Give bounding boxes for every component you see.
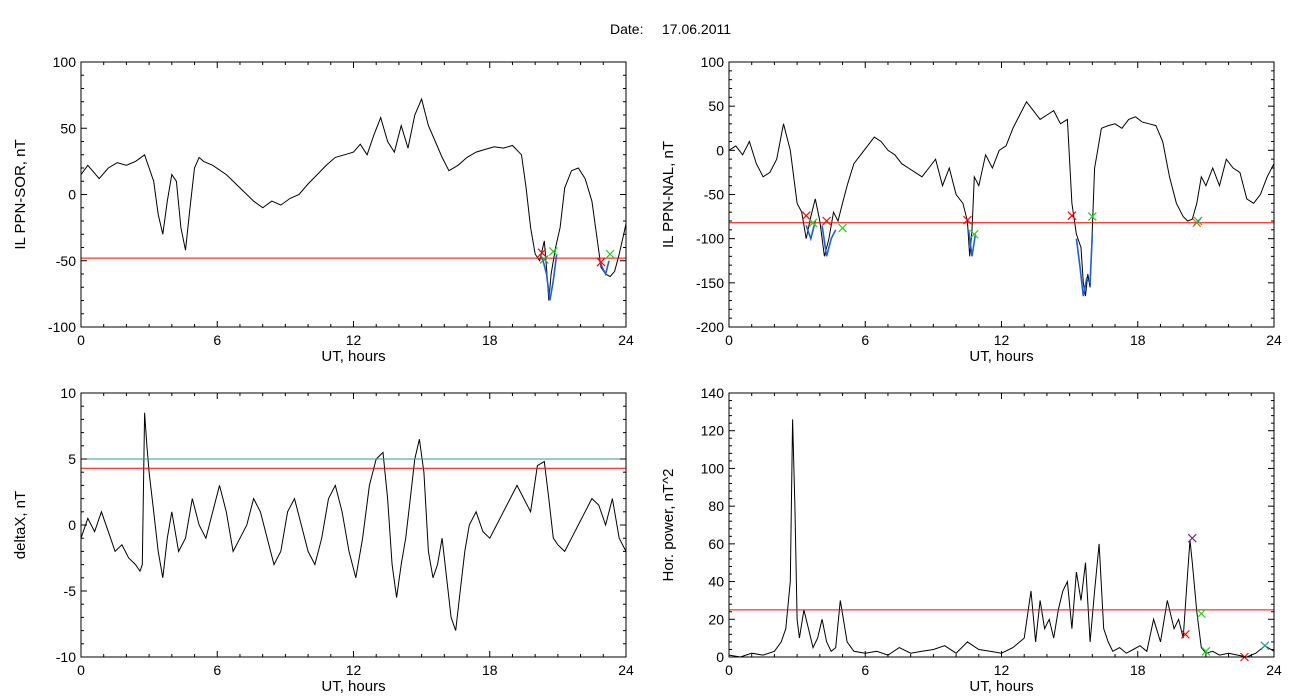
y-tick-label: 50 <box>708 98 724 114</box>
y-tick-label: 40 <box>708 574 724 590</box>
y-tick-label: -10 <box>56 649 76 665</box>
x-tick-label: 12 <box>994 662 1010 678</box>
event-marker <box>1201 646 1211 656</box>
figure-title: Date: 17.06.2011 <box>610 21 731 37</box>
y-axis-label: deltaX, nT <box>12 491 29 559</box>
chart-panel-sor: 0 6 12 18 24 -100 -50 0 50 100 UT, hours IL PPN-SOR… <box>12 54 634 365</box>
y-tick-label: 140 <box>701 385 725 401</box>
y-tick-label: -150 <box>696 275 724 291</box>
event-marker <box>605 249 615 259</box>
event-marker <box>1193 216 1203 226</box>
x-tick-label: 6 <box>861 332 869 348</box>
y-tick-label: 0 <box>716 649 724 665</box>
date-value: 17.06.2011 <box>662 21 731 37</box>
y-tick-label: 5 <box>68 451 76 467</box>
x-tick-label: 24 <box>618 662 634 678</box>
event-marker <box>1260 641 1270 651</box>
series-line <box>729 419 1274 657</box>
y-tick-label: 100 <box>701 54 725 70</box>
y-tick-label: 0 <box>716 142 724 158</box>
chart-panel-power: 0 6 12 18 24 0 20 40 60 80 100 120 140 UT, hours Hor. … <box>660 385 1282 695</box>
event-marker <box>969 229 979 239</box>
y-axis-label: Hor. power, nT^2 <box>660 469 677 582</box>
x-axis-label: UT, hours <box>969 678 1033 695</box>
y-tick-label: 0 <box>68 517 76 533</box>
chart-panel-nal: 0 6 12 18 24 -200 -150 -100 -50 0 50 100 UT, hours IL… <box>660 54 1282 365</box>
plot-frame <box>728 61 1275 328</box>
x-axis-label: UT, hours <box>321 348 385 365</box>
x-tick-label: 12 <box>994 332 1010 348</box>
series-group <box>81 412 626 631</box>
x-tick-label: 18 <box>1130 332 1146 348</box>
event-marker <box>822 216 832 226</box>
plot-frame <box>80 392 627 658</box>
x-tick-label: 12 <box>346 332 362 348</box>
event-marker <box>1087 212 1097 222</box>
series-group <box>729 100 1274 297</box>
series-line <box>81 412 626 631</box>
x-tick-label: 18 <box>482 662 498 678</box>
y-tick-label: 100 <box>701 460 725 476</box>
y-tick-label: 120 <box>701 423 725 439</box>
y-tick-label: 60 <box>708 536 724 552</box>
highlight-segment <box>967 229 977 257</box>
x-tick-label: 24 <box>1266 662 1282 678</box>
y-tick-label: 50 <box>60 120 76 136</box>
event-marker <box>1196 609 1206 619</box>
event-marker <box>801 211 811 221</box>
y-axis-label: IL PPN-NAL, nT <box>660 141 677 248</box>
x-tick-label: 24 <box>1266 332 1282 348</box>
x-tick-label: 18 <box>1130 662 1146 678</box>
highlight-segment <box>821 225 837 257</box>
x-tick-label: 6 <box>861 662 869 678</box>
plot-frame <box>728 392 1275 658</box>
highlight-segment <box>805 220 817 242</box>
x-tick-label: 12 <box>346 662 362 678</box>
event-marker <box>537 248 547 258</box>
x-tick-label: 6 <box>213 662 221 678</box>
y-tick-label: 20 <box>708 611 724 627</box>
y-axis-label: IL PPN-SOR, nT <box>12 139 29 249</box>
event-marker <box>1067 211 1077 221</box>
y-tick-label: -5 <box>64 583 77 599</box>
event-marker <box>1187 533 1197 543</box>
y-tick-label: 0 <box>68 187 76 203</box>
x-tick-label: 0 <box>77 332 85 348</box>
x-tick-label: 18 <box>482 332 498 348</box>
series-group <box>81 97 626 301</box>
x-tick-label: 0 <box>725 332 733 348</box>
x-tick-label: 24 <box>618 332 634 348</box>
event-marker <box>548 247 558 256</box>
event-marker <box>838 223 847 233</box>
x-axis-label: UT, hours <box>969 348 1033 365</box>
y-tick-label: 10 <box>60 385 76 401</box>
x-tick-label: 0 <box>725 662 733 678</box>
series-group <box>729 419 1274 657</box>
highlight-segment <box>1075 234 1094 297</box>
event-marker <box>539 255 549 264</box>
event-marker <box>808 218 818 228</box>
x-tick-label: 6 <box>213 332 221 348</box>
y-tick-label: 100 <box>53 54 77 70</box>
chart-panel-deltax: 0 6 12 18 24 -10 -5 0 5 10 UT, hours deltaX, nT <box>12 385 634 695</box>
y-tick-label: -200 <box>696 319 724 335</box>
highlight-segment <box>538 253 558 301</box>
y-tick-label: -50 <box>56 253 76 269</box>
x-axis-label: UT, hours <box>321 678 385 695</box>
event-marker <box>963 215 972 225</box>
date-label: Date: <box>610 21 643 37</box>
event-marker <box>1181 629 1190 639</box>
y-tick-label: -50 <box>704 187 724 203</box>
series-line <box>81 97 626 301</box>
y-tick-label: -100 <box>48 319 76 335</box>
y-tick-label: 80 <box>708 498 724 514</box>
plot-frame <box>80 61 627 328</box>
y-tick-label: -100 <box>696 231 724 247</box>
series-line <box>729 100 1274 297</box>
x-tick-label: 0 <box>77 662 85 678</box>
event-marker <box>596 257 606 267</box>
